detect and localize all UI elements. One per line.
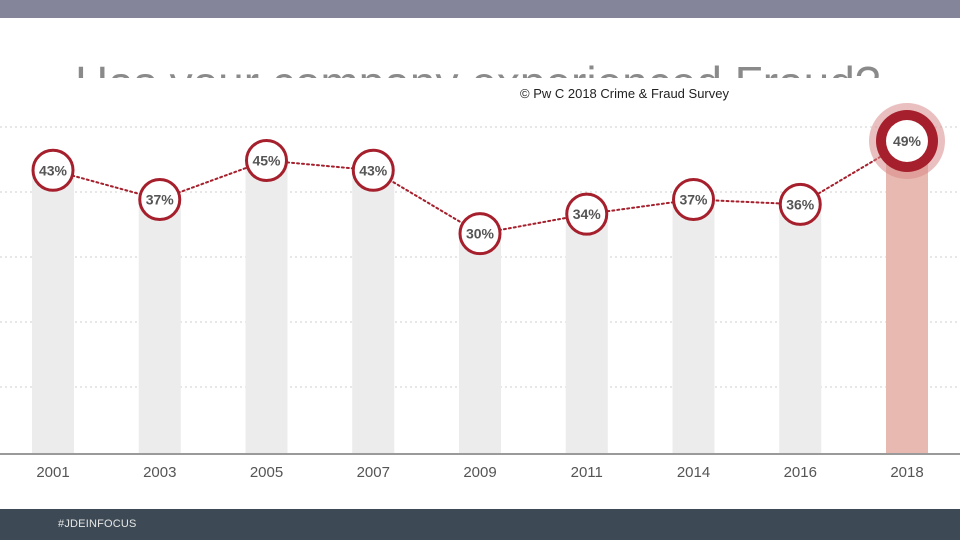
point-marker bbox=[458, 212, 502, 256]
data-label: 37% bbox=[146, 192, 175, 208]
source-note: © Pw C 2018 Crime & Fraud Survey bbox=[520, 86, 729, 101]
data-label: 49% bbox=[893, 133, 922, 149]
bar-2003 bbox=[138, 199, 181, 454]
data-label: 30% bbox=[466, 226, 495, 242]
point-marker bbox=[672, 178, 715, 221]
data-point-2007: 43% bbox=[351, 148, 395, 192]
bar-2018 bbox=[886, 141, 928, 454]
x-tick-label: 2005 bbox=[250, 464, 283, 481]
data-point-2001: 43% bbox=[31, 148, 75, 192]
fraud-line-chart: 43% 37% 45% 43% 30% 34% 37% 36% 49% 2001 2003 2005… bbox=[0, 103, 960, 481]
highlight-marker-inner bbox=[886, 120, 928, 162]
x-tick-label: 2003 bbox=[143, 464, 176, 481]
x-tick-label: 2014 bbox=[677, 464, 710, 481]
data-point-2009: 30% bbox=[458, 212, 502, 256]
x-tick-label: 2011 bbox=[571, 464, 603, 481]
bars bbox=[32, 141, 928, 454]
data-point-2018: 49% bbox=[869, 103, 945, 179]
point-marker bbox=[245, 139, 288, 182]
data-label: 37% bbox=[679, 192, 708, 208]
data-label: 34% bbox=[573, 206, 602, 222]
data-point-2014: 37% bbox=[672, 178, 715, 221]
data-point-2016: 36% bbox=[778, 182, 822, 226]
title-area: Has your company experienced Fraud? bbox=[0, 40, 960, 78]
point-marker bbox=[565, 192, 609, 236]
data-label: 36% bbox=[786, 196, 815, 212]
data-label: 45% bbox=[252, 153, 281, 169]
data-point-2003: 37% bbox=[138, 178, 182, 221]
x-tick-label: 2001 bbox=[36, 464, 69, 481]
bar-2011 bbox=[565, 214, 608, 454]
bar-2014 bbox=[672, 199, 715, 454]
data-point-2011: 34% bbox=[565, 192, 609, 236]
data-label: 43% bbox=[359, 162, 388, 178]
point-marker bbox=[778, 182, 822, 226]
data-points: 43% 37% 45% 43% 30% 34% 37% 36% 49% bbox=[31, 103, 945, 256]
x-axis-ticks: 2001 2003 2005 2007 2009 2011 2014 2016 2018 bbox=[36, 464, 923, 481]
bar-2009 bbox=[459, 233, 501, 454]
point-marker bbox=[31, 148, 75, 192]
data-label: 43% bbox=[39, 162, 68, 178]
x-tick-label: 2018 bbox=[890, 464, 923, 481]
footer-bar: #JDEINFOCUS bbox=[0, 509, 960, 540]
page-title: Has your company experienced Fraud? bbox=[75, 56, 880, 78]
x-tick-label: 2009 bbox=[463, 464, 496, 481]
bar-2016 bbox=[779, 204, 822, 454]
data-point-2005: 45% bbox=[245, 139, 288, 182]
x-tick-label: 2007 bbox=[357, 464, 390, 481]
footer-hashtag: #JDEINFOCUS bbox=[58, 518, 137, 530]
bar-2001 bbox=[32, 170, 74, 454]
bar-2007 bbox=[352, 170, 395, 454]
x-tick-label: 2016 bbox=[784, 464, 817, 481]
top-bar bbox=[0, 0, 960, 18]
point-marker bbox=[138, 178, 182, 221]
point-marker bbox=[351, 148, 395, 192]
bar-2005 bbox=[245, 160, 288, 454]
